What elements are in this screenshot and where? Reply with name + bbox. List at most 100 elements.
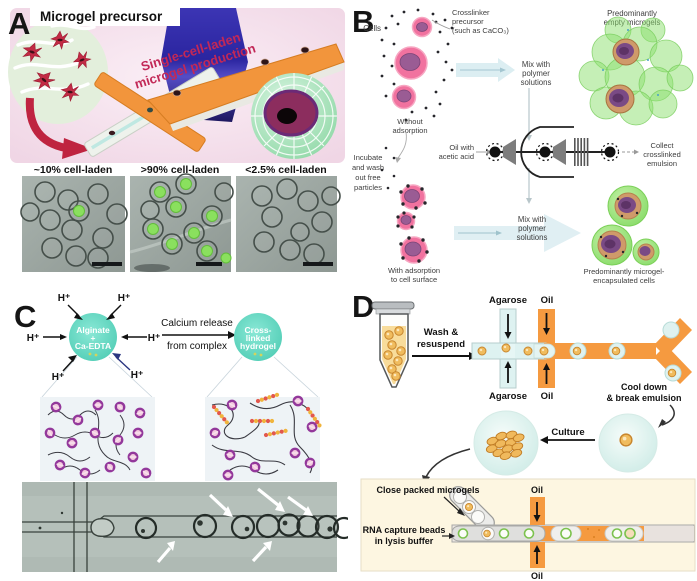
svg-text:Alginate: Alginate — [76, 325, 110, 335]
panel-d-letter: D — [352, 289, 374, 324]
micrograph-label-10pct: ~10% cell-laden — [34, 164, 113, 176]
panel-c-letter: C — [14, 299, 36, 334]
micrograph-90pct — [129, 173, 234, 272]
device-hole — [172, 89, 182, 97]
svg-text:hydrogel: hydrogel — [240, 341, 276, 351]
with-adsorption-label: With adsorption to cell surface — [388, 266, 440, 284]
free-particles-dots — [380, 8, 454, 122]
svg-text:Oil with: Oil with — [449, 143, 474, 152]
svg-text:H⁺: H⁺ — [148, 333, 161, 344]
lysis-droplets — [550, 525, 644, 542]
droplet-generator — [471, 308, 692, 389]
droplet-micrograph — [22, 482, 348, 572]
culture-label: Culture — [551, 427, 584, 438]
svg-text:Cool down: Cool down — [621, 382, 667, 392]
svg-text:Predominantly: Predominantly — [607, 9, 657, 18]
green-cell — [73, 205, 85, 217]
micrograph-10pct — [20, 176, 128, 272]
lysis-beads — [457, 526, 535, 541]
calcium-release-label: Calcium release — [161, 318, 233, 329]
svg-text:H⁺: H⁺ — [131, 370, 144, 381]
svg-text:Crosslinker: Crosslinker — [452, 8, 490, 17]
wash-curve-arrow — [397, 131, 407, 159]
svg-text:With adsorption: With adsorption — [388, 266, 440, 275]
scale-bar — [303, 262, 333, 266]
svg-text:encapsulated cells: encapsulated cells — [593, 276, 655, 285]
red-arrow — [25, 97, 67, 152]
mix-top-label: Mix with polymer solutions — [521, 60, 552, 87]
panel-b: B Cells Crosslinker precursor (such as C… — [352, 4, 694, 285]
collect-label: Collect crosslinked emulsion — [643, 141, 681, 168]
from-complex-label: from complex — [167, 341, 227, 352]
mix-arrow-bottom — [454, 214, 581, 252]
empty-microgel-cluster — [578, 16, 694, 126]
svg-text:and wash: and wash — [352, 163, 384, 172]
emulsion-droplets — [569, 321, 682, 382]
svg-text:H⁺: H⁺ — [27, 333, 40, 344]
green-cells — [147, 178, 232, 264]
svg-text:resuspend: resuspend — [417, 339, 465, 350]
lysis-oil-bottom-label: Oil — [531, 571, 543, 581]
title-box — [30, 6, 180, 26]
washed-out-dots — [380, 146, 396, 190]
cells-label: Cells — [363, 24, 381, 33]
scale-bar — [196, 262, 222, 266]
to-lysis-arrow — [425, 448, 471, 478]
oil-top-label: Oil — [541, 295, 554, 306]
svg-text:+: + — [91, 333, 96, 343]
svg-text:H⁺: H⁺ — [118, 293, 131, 304]
svg-text:Mix with: Mix with — [522, 60, 550, 69]
svg-text:particles: particles — [354, 183, 382, 192]
svg-text:Incubate: Incubate — [354, 153, 383, 162]
rna-beads-label: RNA capture beads in lysis buffer — [363, 525, 446, 546]
droplets — [134, 513, 348, 540]
svg-text:out free: out free — [355, 173, 380, 182]
svg-text:solutions: solutions — [521, 78, 552, 87]
svg-text:crosslinked: crosslinked — [643, 150, 681, 159]
svg-text:Ca-EDTA: Ca-EDTA — [75, 341, 111, 351]
micrograph-2pct — [236, 176, 341, 272]
device-hole — [260, 58, 270, 66]
panel-a-letter: A — [8, 6, 30, 41]
svg-text:polymer: polymer — [518, 224, 546, 233]
without-adsorption-label: Without adsorption — [392, 117, 427, 135]
svg-text:linked: linked — [246, 333, 271, 343]
svg-text:H⁺: H⁺ — [52, 372, 65, 383]
svg-text:Wash &: Wash & — [424, 327, 459, 338]
cells-with-adsorption — [396, 184, 429, 264]
agarose-top-label: Agarose — [489, 295, 527, 306]
svg-text:precursor: precursor — [452, 17, 484, 26]
svg-text:H⁺: H⁺ — [58, 293, 71, 304]
packed-microgel — [471, 510, 485, 524]
close-packed-label: Close packed microgels — [376, 485, 479, 495]
packed-microgel — [453, 490, 467, 504]
microfluidic-device — [84, 43, 345, 157]
cells-without-adsorption — [391, 16, 433, 110]
svg-text:Without: Without — [397, 117, 423, 126]
wash-resuspend-label: Wash & resuspend — [417, 327, 465, 350]
crosslinked-sphere-label: Cross- linked hydrogel — [240, 325, 276, 351]
cool-down-arrow — [661, 404, 675, 426]
svg-text:emulsion: emulsion — [647, 159, 677, 168]
uncrosslinked-schematic — [40, 397, 155, 481]
incubate-label: Incubate and wash out free particles — [352, 153, 384, 192]
oil-acetic-label: Oil with acetic acid — [439, 143, 474, 161]
red-arrow-head — [62, 138, 93, 159]
svg-text:in lysis buffer: in lysis buffer — [375, 536, 434, 546]
cool-down-label: Cool down & break emulsion — [606, 382, 681, 403]
svg-text:Cross-: Cross- — [245, 325, 272, 335]
vortex-mixer-schematic — [485, 126, 639, 178]
crosslinker-pointer — [431, 19, 451, 30]
svg-text:(such as CaCO₃): (such as CaCO₃) — [452, 26, 509, 35]
crosslinked-sphere — [234, 313, 282, 361]
svg-text:acetic acid: acetic acid — [439, 152, 474, 161]
microgel-precursor-label: Microgel precursor — [40, 9, 163, 24]
alginate-sphere-label: Alginate + Ca-EDTA — [75, 325, 111, 351]
colony-gel — [473, 410, 539, 476]
svg-text:& break emulsion: & break emulsion — [606, 393, 681, 403]
crosslinker-label: Crosslinker precursor (such as CaCO₃) — [452, 8, 509, 35]
mix-bottom-label: Mix with polymer solutions — [517, 215, 548, 242]
close-packed-arrow — [443, 496, 461, 513]
svg-text:Predominantly microgel-: Predominantly microgel- — [584, 267, 665, 276]
